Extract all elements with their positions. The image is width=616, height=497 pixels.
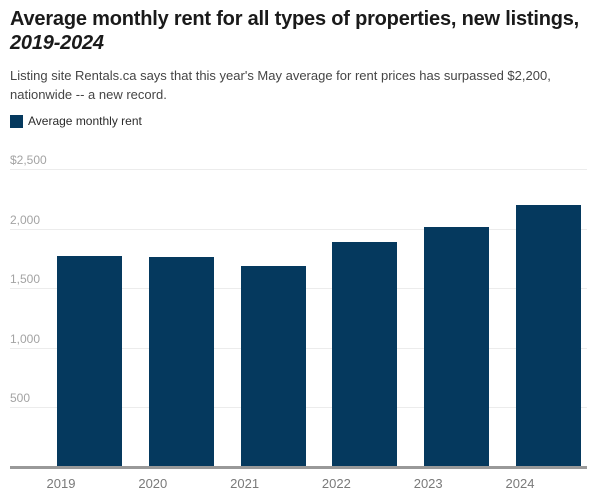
gridline-2500: [10, 169, 587, 170]
bar-2023[interactable]: [424, 227, 490, 467]
legend: Average monthly rent: [10, 114, 142, 128]
bar-2021[interactable]: [240, 265, 306, 467]
y-axis-tick-label: 1,500: [10, 272, 41, 287]
x-axis-tick-label-2024: 2024: [505, 476, 535, 491]
x-axis-tick-label-2021: 2021: [230, 476, 260, 491]
bar-2020[interactable]: [148, 257, 214, 467]
x-axis-tick-label-2019: 2019: [46, 476, 76, 491]
chart-title-year-range: 2019-2024: [10, 32, 104, 54]
y-axis-tick-label: 2,000: [10, 212, 41, 227]
y-axis-tick-label: 1,000: [10, 331, 41, 346]
legend-swatch-icon: [10, 114, 23, 128]
x-axis-tick-label-2022: 2022: [321, 476, 351, 491]
chart-title: Average monthly rent for all types of pr…: [10, 7, 588, 55]
x-axis-tick-label-2023: 2023: [413, 476, 443, 491]
gridline-2000: [10, 228, 587, 230]
y-axis-tick-label: 500: [10, 391, 31, 406]
bar-2024[interactable]: [516, 204, 581, 467]
chart-subtitle-line-1: Listing site Rentals.ca says that this y…: [10, 68, 551, 83]
x-axis-line: [10, 466, 587, 469]
x-axis-tick-label-2020: 2020: [138, 476, 168, 491]
legend-label: Average monthly rent: [28, 114, 142, 128]
bar-2022[interactable]: [332, 241, 398, 467]
chart-subtitle: Listing site Rentals.ca says that this y…: [10, 66, 610, 104]
bar-2019[interactable]: [57, 256, 122, 467]
y-axis-tick-label: $2,500: [10, 153, 47, 167]
chart-title-text: Average monthly rent for all types of pr…: [10, 8, 580, 30]
chart-subtitle-line-2: nationwide -- a new record.: [10, 87, 167, 102]
